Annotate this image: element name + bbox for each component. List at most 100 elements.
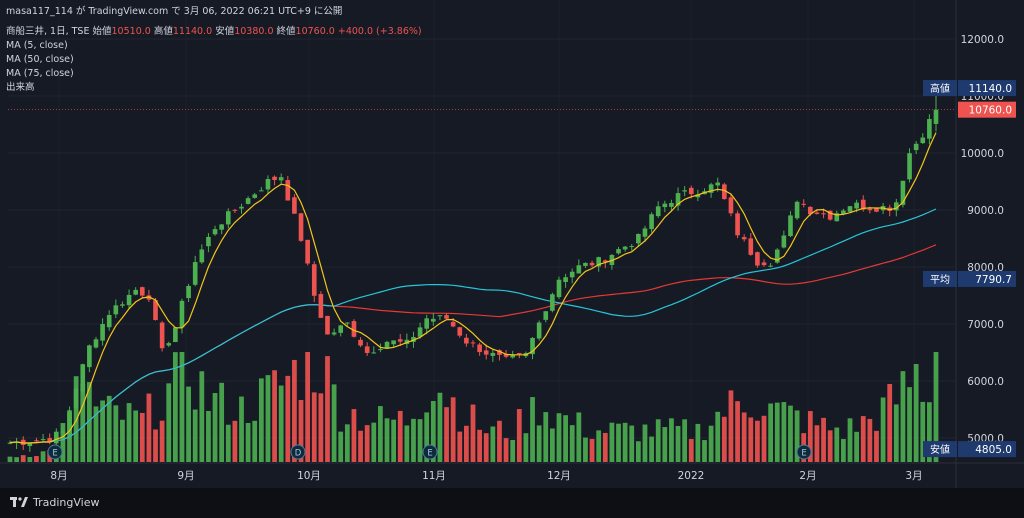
candle-body[interactable] <box>60 431 66 433</box>
candle-body[interactable] <box>265 179 271 190</box>
candle-body[interactable] <box>536 322 542 339</box>
candle-body[interactable] <box>219 224 224 230</box>
candle-body[interactable] <box>338 325 344 333</box>
event-marker[interactable] <box>796 444 812 460</box>
candle-body[interactable] <box>841 210 846 215</box>
candle-body[interactable] <box>827 210 833 220</box>
candle-body[interactable] <box>325 315 330 335</box>
candle-body[interactable] <box>636 234 641 244</box>
candle-body[interactable] <box>364 346 370 353</box>
candle-body[interactable] <box>649 214 654 230</box>
candle-body[interactable] <box>602 260 608 262</box>
candle-body[interactable] <box>774 249 780 263</box>
candle-body[interactable] <box>40 439 46 441</box>
candle-body[interactable] <box>642 228 648 237</box>
event-marker[interactable] <box>422 444 438 460</box>
candle-body[interactable] <box>371 352 377 354</box>
candle-body[interactable] <box>583 262 588 266</box>
event-marker[interactable] <box>47 444 63 460</box>
candle-body[interactable] <box>695 194 701 198</box>
candle-body[interactable] <box>497 350 502 355</box>
candle-body[interactable] <box>199 249 205 263</box>
candle-body[interactable] <box>821 213 826 215</box>
tradingview-logo[interactable]: TradingView <box>10 496 99 509</box>
candle-body[interactable] <box>741 237 747 240</box>
candle-body[interactable] <box>860 199 866 210</box>
candle-body[interactable] <box>20 439 26 445</box>
candle-body[interactable] <box>391 340 396 345</box>
candle-body[interactable] <box>483 350 489 355</box>
candle-body[interactable] <box>814 212 820 214</box>
candle-body[interactable] <box>272 176 277 181</box>
candle-body[interactable] <box>768 265 773 267</box>
candle-body[interactable] <box>166 343 172 346</box>
candle-body[interactable] <box>569 271 575 278</box>
candle-body[interactable] <box>464 337 469 344</box>
candle-body[interactable] <box>596 257 601 267</box>
candle-body[interactable] <box>47 438 53 442</box>
candle-body[interactable] <box>411 336 416 342</box>
candle-body[interactable] <box>900 180 906 205</box>
candle-body[interactable] <box>225 211 231 225</box>
candle-body[interactable] <box>477 344 482 353</box>
candle-body[interactable] <box>874 208 879 212</box>
candle-body[interactable] <box>298 213 304 241</box>
candle-body[interactable] <box>444 315 449 319</box>
candle-body[interactable] <box>153 300 158 320</box>
candle-body[interactable] <box>212 229 218 235</box>
candle-body[interactable] <box>100 324 105 341</box>
candle-body[interactable] <box>516 352 522 354</box>
candle-body[interactable] <box>192 262 198 285</box>
candle-body[interactable] <box>629 246 635 248</box>
candle-body[interactable] <box>53 431 59 444</box>
candle-body[interactable] <box>179 300 185 328</box>
candle-body[interactable] <box>285 180 291 201</box>
candle-body[interactable] <box>417 327 423 337</box>
candle-body[interactable] <box>510 355 516 358</box>
candle-body[interactable] <box>139 287 145 296</box>
candle-body[interactable] <box>662 203 668 208</box>
candle-body[interactable] <box>311 264 317 296</box>
candle-body[interactable] <box>728 197 734 214</box>
candle-body[interactable] <box>67 410 72 435</box>
candle-body[interactable] <box>735 213 740 236</box>
candle-body[interactable] <box>278 177 284 181</box>
candle-body[interactable] <box>159 322 165 349</box>
candle-body[interactable] <box>748 238 754 255</box>
candle-body[interactable] <box>73 388 79 408</box>
candle-body[interactable] <box>470 342 476 344</box>
candle-body[interactable] <box>920 137 926 144</box>
candle-body[interactable] <box>490 352 496 356</box>
candle-body[interactable] <box>576 265 582 274</box>
candle-body[interactable] <box>688 187 694 195</box>
candle-body[interactable] <box>252 194 258 198</box>
candle-body[interactable] <box>292 197 297 214</box>
candle-body[interactable] <box>126 294 132 306</box>
candle-body[interactable] <box>331 332 337 335</box>
candle-body[interactable] <box>93 339 99 348</box>
candle-body[interactable] <box>913 143 919 151</box>
candle-body[interactable] <box>788 215 793 237</box>
candle-body[interactable] <box>715 182 721 186</box>
candle-body[interactable] <box>404 339 410 344</box>
candle-body[interactable] <box>378 349 383 351</box>
candle-body[interactable] <box>755 252 760 266</box>
candle-body[interactable] <box>867 208 873 211</box>
candle-body[interactable] <box>834 213 840 222</box>
candle-body[interactable] <box>854 202 859 209</box>
candle-body[interactable] <box>206 236 211 247</box>
candle-body[interactable] <box>351 321 357 337</box>
candle-body[interactable] <box>80 364 86 392</box>
candle-body[interactable] <box>503 354 509 357</box>
candle-body[interactable] <box>87 345 92 368</box>
candle-body[interactable] <box>761 262 767 266</box>
candle-body[interactable] <box>345 322 350 324</box>
candle-body[interactable] <box>186 285 191 299</box>
candle-body[interactable] <box>801 203 807 205</box>
candle-body[interactable] <box>655 206 661 217</box>
candle-body[interactable] <box>397 339 403 342</box>
candle-body[interactable] <box>847 206 853 212</box>
candle-body[interactable] <box>245 198 251 204</box>
candle-body[interactable] <box>437 315 443 317</box>
candle-body[interactable] <box>808 206 813 215</box>
